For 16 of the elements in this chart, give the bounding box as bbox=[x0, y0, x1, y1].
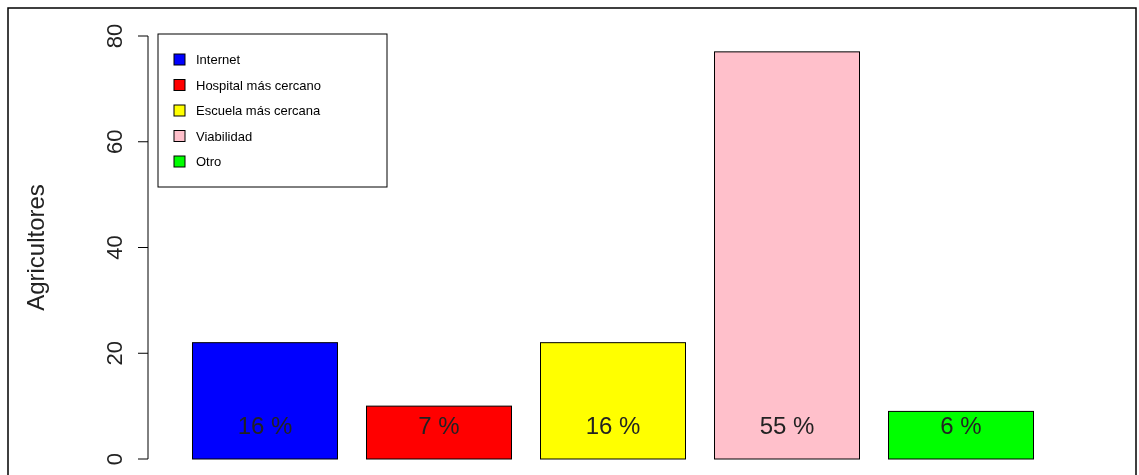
annotation: 16 % bbox=[237, 412, 293, 439]
y-tick-label: 40 bbox=[102, 235, 127, 260]
y-tick-label: 0 bbox=[102, 452, 127, 466]
y-tick-label: 20 bbox=[102, 341, 127, 366]
annotation: 16 % bbox=[585, 412, 641, 439]
annotation: 6 % bbox=[940, 412, 982, 439]
y-tick-label: 60 bbox=[102, 129, 127, 154]
legend-label: Otro bbox=[196, 154, 222, 169]
annotation: 7 % bbox=[418, 412, 460, 439]
annotation: 55 % bbox=[759, 412, 815, 439]
legend-label: Viabilidad bbox=[196, 128, 253, 144]
legend-label: Escuela más cercana bbox=[196, 103, 322, 118]
legend-label: Hospital más cercano bbox=[196, 77, 321, 93]
y-axis-title: Agricultores bbox=[22, 184, 49, 311]
legend-label: Internet bbox=[196, 52, 241, 67]
y-tick-label: 80 bbox=[102, 23, 127, 49]
